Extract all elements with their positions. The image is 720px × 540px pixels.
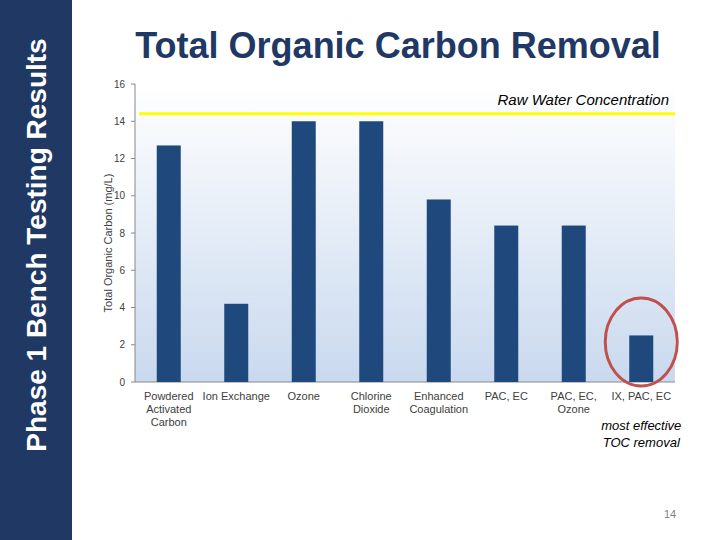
x-tick-label: PAC, EC,Ozone	[551, 390, 597, 415]
slide: Phase 1 Bench Testing Results Total Organ…	[0, 0, 720, 540]
bar	[359, 121, 383, 382]
annotation-circle	[605, 298, 677, 386]
text-line: Chlorine	[351, 390, 392, 402]
text-line: PAC, EC,	[551, 390, 597, 402]
x-tick-label: PowderedActivatedCarbon	[144, 390, 194, 428]
y-tick	[131, 270, 135, 271]
chart-svg: Phase 1 Bench Testing Results Total Organ…	[0, 0, 720, 540]
y-tick	[131, 344, 135, 345]
y-tick	[131, 233, 135, 234]
y-tick	[131, 121, 135, 122]
x-tick-label: ChlorineDioxide	[351, 390, 392, 415]
y-tick-label: 6	[119, 265, 125, 276]
text-line: most effective	[601, 418, 681, 433]
y-tick	[131, 382, 135, 383]
text-line: Enhanced	[414, 390, 464, 402]
bar	[157, 145, 181, 382]
text-line: Powdered	[144, 390, 194, 402]
annotation-text: most effective TOC removal	[601, 418, 681, 450]
text-line: TOC removal	[603, 435, 681, 450]
y-tick-label: 16	[114, 79, 126, 90]
text-line: PAC, EC	[485, 390, 528, 402]
y-tick-label: 4	[119, 302, 125, 313]
y-tick-label: 14	[114, 116, 126, 127]
bar	[292, 121, 316, 382]
y-tick	[131, 84, 135, 85]
bar	[629, 335, 653, 382]
y-tick-label: 2	[119, 339, 125, 350]
text-line: Dioxide	[353, 403, 390, 415]
text-line: Ion Exchange	[203, 390, 270, 402]
y-tick	[131, 195, 135, 196]
x-tick-label: EnhancedCoagulation	[409, 390, 468, 415]
banner-bg	[0, 0, 72, 540]
bar	[224, 304, 248, 382]
page-number: 14	[664, 508, 676, 520]
reference-glow	[139, 110, 675, 117]
bar	[427, 199, 451, 382]
text-line: Ozone	[288, 390, 320, 402]
text-line: Carbon	[151, 416, 187, 428]
plot-area	[135, 84, 675, 382]
text-line: Ozone	[558, 403, 590, 415]
y-tick-label: 12	[114, 153, 126, 164]
x-tick-label: PAC, EC	[485, 390, 528, 402]
y-tick	[131, 307, 135, 308]
chart-title: Total Organic Carbon Removal	[135, 25, 660, 66]
x-tick-label: Ion Exchange	[203, 390, 270, 402]
bar	[494, 226, 518, 382]
y-tick	[131, 158, 135, 159]
text-line: Coagulation	[409, 403, 468, 415]
bar	[562, 226, 586, 382]
x-axis	[135, 382, 675, 383]
x-tick-label: IX, PAC, EC	[611, 390, 671, 402]
bars	[157, 121, 654, 382]
x-tick-label: Ozone	[288, 390, 320, 402]
reference-line-group	[139, 113, 675, 114]
reference-line	[139, 112, 675, 115]
text-line: IX, PAC, EC	[611, 390, 671, 402]
y-tick-label: 0	[119, 377, 125, 388]
text-line: Activated	[146, 403, 191, 415]
y-axis	[135, 84, 136, 382]
banner-text: Phase 1 Bench Testing Results	[21, 38, 52, 451]
reference-label: Raw Water Concentration	[498, 91, 669, 108]
y-tick-label: 8	[119, 228, 125, 239]
y-axis-label: Total Organic Carbon (mg/L)	[102, 174, 114, 313]
y-tick-label: 10	[114, 190, 126, 201]
